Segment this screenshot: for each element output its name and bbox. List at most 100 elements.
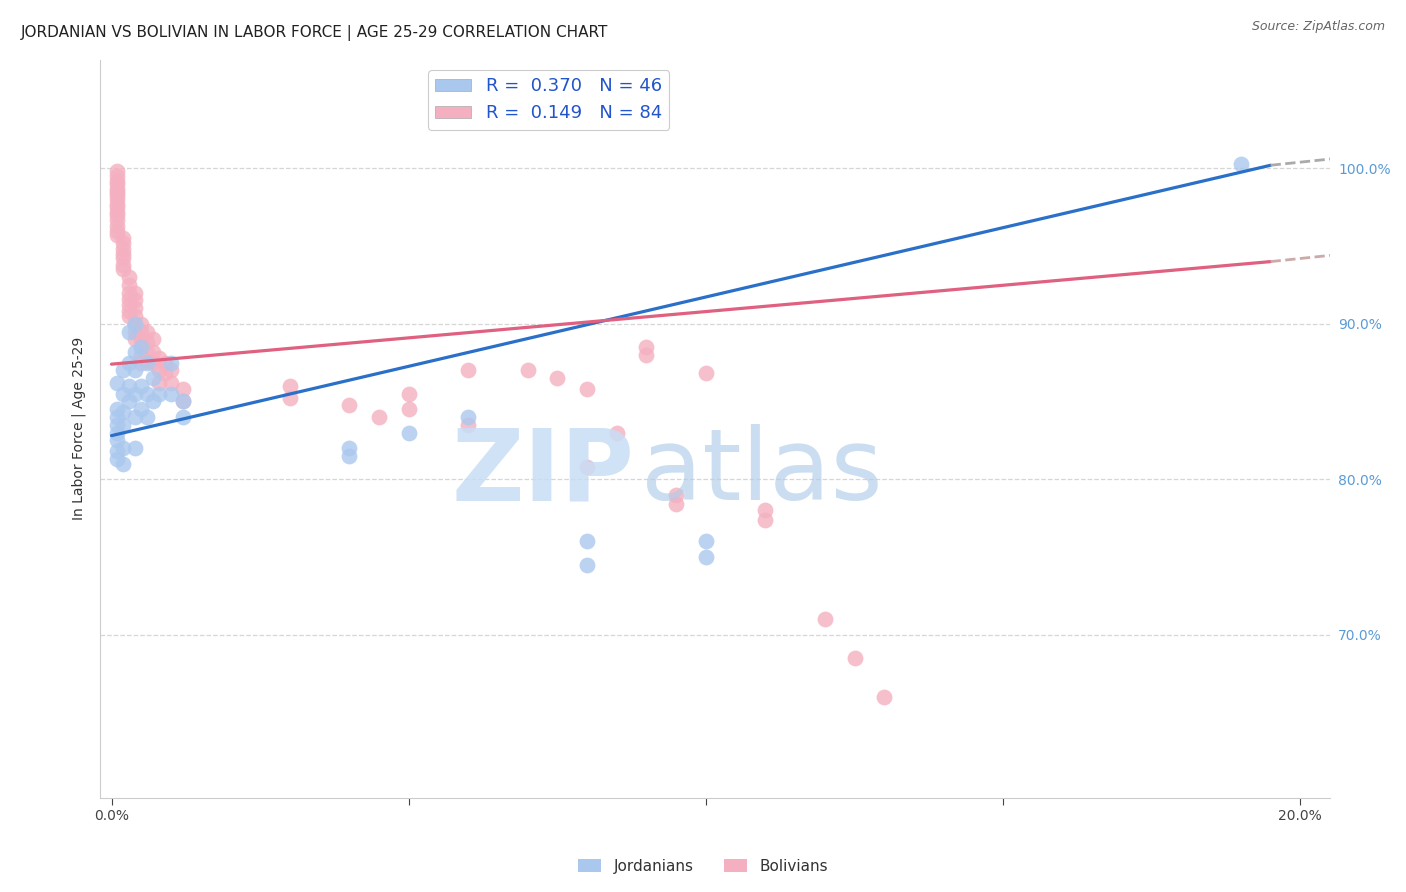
Point: [112, 258, 135, 272]
Point: [118, 325, 141, 339]
Point: [107, 200, 129, 214]
Point: [112, 235, 135, 250]
Point: [107, 409, 129, 424]
Point: [695, 534, 717, 549]
Point: [118, 394, 141, 409]
Point: [148, 351, 170, 365]
Point: [107, 402, 129, 417]
Point: [112, 457, 135, 471]
Point: [337, 449, 360, 463]
Point: [695, 549, 717, 564]
Point: [124, 363, 146, 377]
Point: [112, 247, 135, 261]
Point: [107, 177, 129, 191]
Point: [129, 332, 152, 346]
Point: [754, 503, 776, 517]
Point: [124, 309, 146, 323]
Point: [665, 497, 688, 511]
Point: [754, 512, 776, 526]
Point: [160, 386, 183, 401]
Point: [107, 425, 129, 440]
Point: [129, 340, 152, 354]
Point: [172, 409, 194, 424]
Point: [576, 558, 599, 572]
Point: [124, 409, 146, 424]
Point: [118, 304, 141, 318]
Point: [124, 386, 146, 401]
Point: [814, 612, 837, 626]
Point: [112, 417, 135, 432]
Point: [107, 376, 129, 390]
Point: [148, 386, 170, 401]
Point: [124, 301, 146, 316]
Point: [112, 441, 135, 455]
Point: [112, 231, 135, 245]
Point: [457, 417, 479, 432]
Point: [124, 285, 146, 300]
Point: [368, 409, 391, 424]
Point: [148, 363, 170, 377]
Point: [172, 394, 194, 409]
Point: [107, 219, 129, 233]
Point: [118, 309, 141, 323]
Point: [278, 379, 301, 393]
Point: [129, 340, 152, 354]
Point: [107, 417, 129, 432]
Point: [153, 367, 176, 381]
Point: [398, 425, 420, 440]
Point: [136, 344, 159, 359]
Point: [107, 193, 129, 207]
Point: [398, 402, 420, 417]
Point: [107, 452, 129, 467]
Point: [107, 169, 129, 183]
Point: [172, 382, 194, 396]
Point: [136, 354, 159, 368]
Legend: R =  0.370   N = 46, R =  0.149   N = 84: R = 0.370 N = 46, R = 0.149 N = 84: [427, 70, 669, 129]
Point: [136, 356, 159, 370]
Point: [1230, 157, 1253, 171]
Point: [172, 394, 194, 409]
Point: [107, 444, 129, 458]
Point: [576, 534, 599, 549]
Point: [118, 277, 141, 292]
Point: [107, 197, 129, 211]
Point: [112, 242, 135, 256]
Point: [337, 398, 360, 412]
Point: [136, 386, 159, 401]
Point: [576, 459, 599, 474]
Point: [142, 332, 165, 346]
Point: [129, 325, 152, 339]
Point: [873, 690, 896, 704]
Point: [636, 348, 658, 362]
Text: JORDANIAN VS BOLIVIAN IN LABOR FORCE | AGE 25-29 CORRELATION CHART: JORDANIAN VS BOLIVIAN IN LABOR FORCE | A…: [21, 25, 609, 41]
Point: [665, 488, 688, 502]
Point: [124, 317, 146, 331]
Point: [107, 181, 129, 195]
Point: [136, 325, 159, 339]
Point: [153, 356, 176, 370]
Point: [148, 376, 170, 390]
Point: [124, 293, 146, 308]
Point: [107, 174, 129, 188]
Point: [112, 363, 135, 377]
Point: [118, 270, 141, 285]
Point: [107, 434, 129, 448]
Point: [576, 382, 599, 396]
Point: [337, 441, 360, 455]
Point: [129, 379, 152, 393]
Point: [124, 441, 146, 455]
Point: [107, 164, 129, 178]
Point: [124, 325, 146, 339]
Point: [142, 344, 165, 359]
Y-axis label: In Labor Force | Age 25-29: In Labor Force | Age 25-29: [72, 337, 86, 520]
Point: [124, 344, 146, 359]
Point: [118, 285, 141, 300]
Point: [112, 252, 135, 266]
Legend: Jordanians, Bolivians: Jordanians, Bolivians: [572, 853, 834, 880]
Point: [129, 356, 152, 370]
Point: [118, 379, 141, 393]
Point: [107, 185, 129, 199]
Text: ZIP: ZIP: [451, 425, 636, 522]
Point: [107, 208, 129, 222]
Point: [124, 317, 146, 331]
